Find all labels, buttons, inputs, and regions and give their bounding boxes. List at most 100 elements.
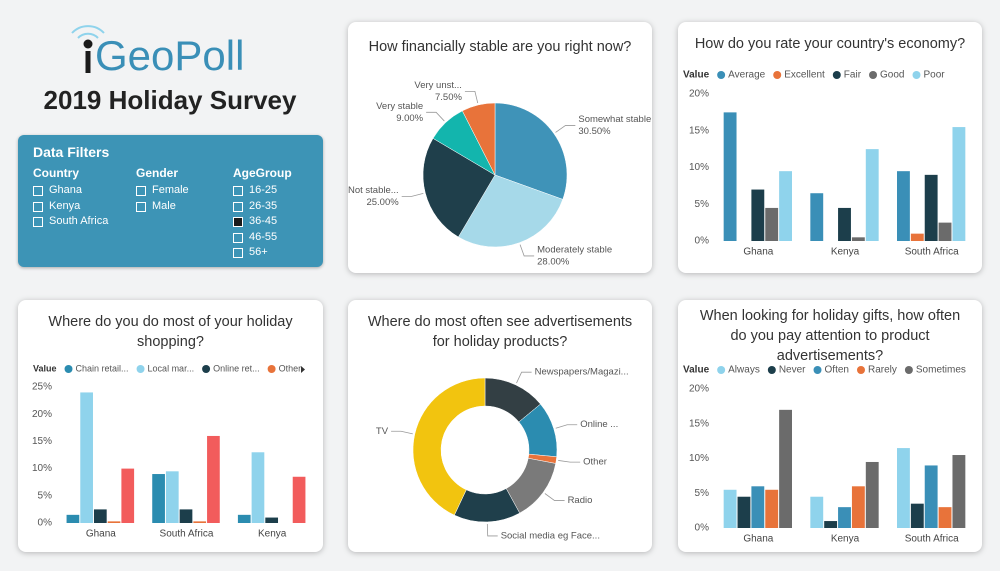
y-tick-label: 10% <box>689 453 709 464</box>
filter-title: Data Filters <box>33 144 110 160</box>
legend-scroll-arrow[interactable] <box>301 366 305 373</box>
filter-checkbox[interactable] <box>233 217 243 227</box>
x-tick-label: South Africa <box>160 529 214 540</box>
filter-checkbox[interactable] <box>136 186 146 196</box>
legend-swatch <box>64 365 73 373</box>
legend-title: Value <box>683 70 710 81</box>
filter-checkbox[interactable] <box>233 201 243 212</box>
filter-checkbox[interactable] <box>33 186 43 196</box>
value-label: 28.00% <box>537 256 570 267</box>
bar <box>952 127 966 241</box>
leader-line <box>464 90 479 104</box>
bar <box>723 112 737 241</box>
value-label: 25.00% <box>366 197 399 208</box>
x-tick-label: Ghana <box>743 247 773 258</box>
bar <box>66 514 80 523</box>
bar <box>779 171 792 241</box>
filter-option[interactable]: Ghana <box>49 184 83 196</box>
bar <box>865 461 879 528</box>
chart-title: Where do you do most of your holiday sho… <box>48 314 293 350</box>
legend-label: Good <box>880 70 904 81</box>
slice-label: Online ... <box>580 419 618 430</box>
x-tick-label: South Africa <box>905 247 959 258</box>
slice-label: Very unst... <box>414 80 462 91</box>
leader-line <box>555 424 578 429</box>
filter-option[interactable]: Kenya <box>49 199 81 212</box>
leader-line <box>391 430 413 435</box>
y-tick-label: 5% <box>695 199 710 210</box>
x-tick-label: Kenya <box>831 534 860 545</box>
filter-option[interactable]: Male <box>152 199 176 212</box>
bar <box>193 521 207 523</box>
filter-option[interactable]: Female <box>152 184 189 196</box>
filter-checkbox[interactable] <box>136 201 146 212</box>
y-tick-label: 10% <box>32 463 52 474</box>
bar <box>179 509 193 523</box>
y-tick-label: 0% <box>695 523 710 534</box>
legend-title: Value <box>33 363 57 373</box>
legend-swatch <box>912 71 921 79</box>
bar <box>107 521 121 523</box>
legend-swatch <box>813 366 822 374</box>
legend-label: Other <box>279 363 302 373</box>
filter-option[interactable]: 26-35 <box>249 199 278 212</box>
bar <box>924 465 938 528</box>
filter-option[interactable]: South Africa <box>49 215 109 227</box>
legend-swatch <box>856 366 865 374</box>
bar <box>237 514 251 523</box>
legend-label: Often <box>825 365 849 376</box>
filter-group-title: Gender <box>136 166 179 180</box>
x-tick-label: Kenya <box>258 529 287 540</box>
bar <box>838 507 851 528</box>
filter-option[interactable]: 36-45 <box>249 215 278 227</box>
slice-label: Social media eg Face... <box>501 530 600 541</box>
x-tick-label: Ghana <box>86 529 116 540</box>
slice-label: Not stable... <box>348 185 399 196</box>
y-tick-label: 5% <box>38 490 53 501</box>
value-label: 9.00% <box>396 113 423 124</box>
bar <box>251 452 265 523</box>
bar <box>737 496 751 528</box>
legend-swatch <box>717 71 726 79</box>
bar <box>851 237 865 241</box>
bar <box>810 496 824 528</box>
legend-swatch <box>267 365 276 373</box>
bar <box>152 474 165 523</box>
legend-label: Local mar... <box>148 363 195 373</box>
legend-label: Average <box>728 70 766 81</box>
bar <box>838 207 851 241</box>
legend-swatch <box>904 366 913 374</box>
filter-option[interactable]: 56+ <box>249 246 268 258</box>
leader-line <box>558 460 581 463</box>
y-tick-label: 15% <box>689 125 709 136</box>
y-tick-label: 5% <box>695 488 710 499</box>
y-tick-label: 10% <box>689 162 709 173</box>
slice-label: Other <box>583 457 607 468</box>
filter-checkbox[interactable] <box>233 248 243 258</box>
page-title: 2019 Holiday Survey <box>44 85 297 115</box>
bar <box>751 486 765 528</box>
filter-checkbox[interactable] <box>233 232 243 243</box>
pie-slice <box>422 138 496 238</box>
bar <box>723 489 737 528</box>
filter-checkbox[interactable] <box>33 201 43 212</box>
bar <box>80 392 93 523</box>
chart-title: How financially stable are you right now… <box>368 39 632 55</box>
filter-checkbox[interactable] <box>233 186 243 196</box>
filter-checkbox[interactable] <box>33 217 43 227</box>
chart-title: Where do most often see advertisements f… <box>367 314 633 350</box>
leader-line <box>544 493 565 501</box>
y-tick-label: 0% <box>695 236 710 247</box>
bar <box>765 489 779 528</box>
legend-label: Rarely <box>868 365 897 376</box>
slice-label: Somewhat stable <box>578 114 651 125</box>
filter-option[interactable]: 46-55 <box>249 230 278 243</box>
filter-option[interactable]: 16-25 <box>249 184 278 196</box>
filter-panel: Data Filters Country Ghana Kenya South Afric… <box>18 135 323 267</box>
legend-swatch <box>717 366 726 374</box>
card <box>18 300 323 552</box>
legend-swatch <box>136 365 145 373</box>
pie-slice <box>461 102 496 176</box>
leader-line <box>519 244 535 257</box>
value-label: 30.50% <box>578 126 611 137</box>
